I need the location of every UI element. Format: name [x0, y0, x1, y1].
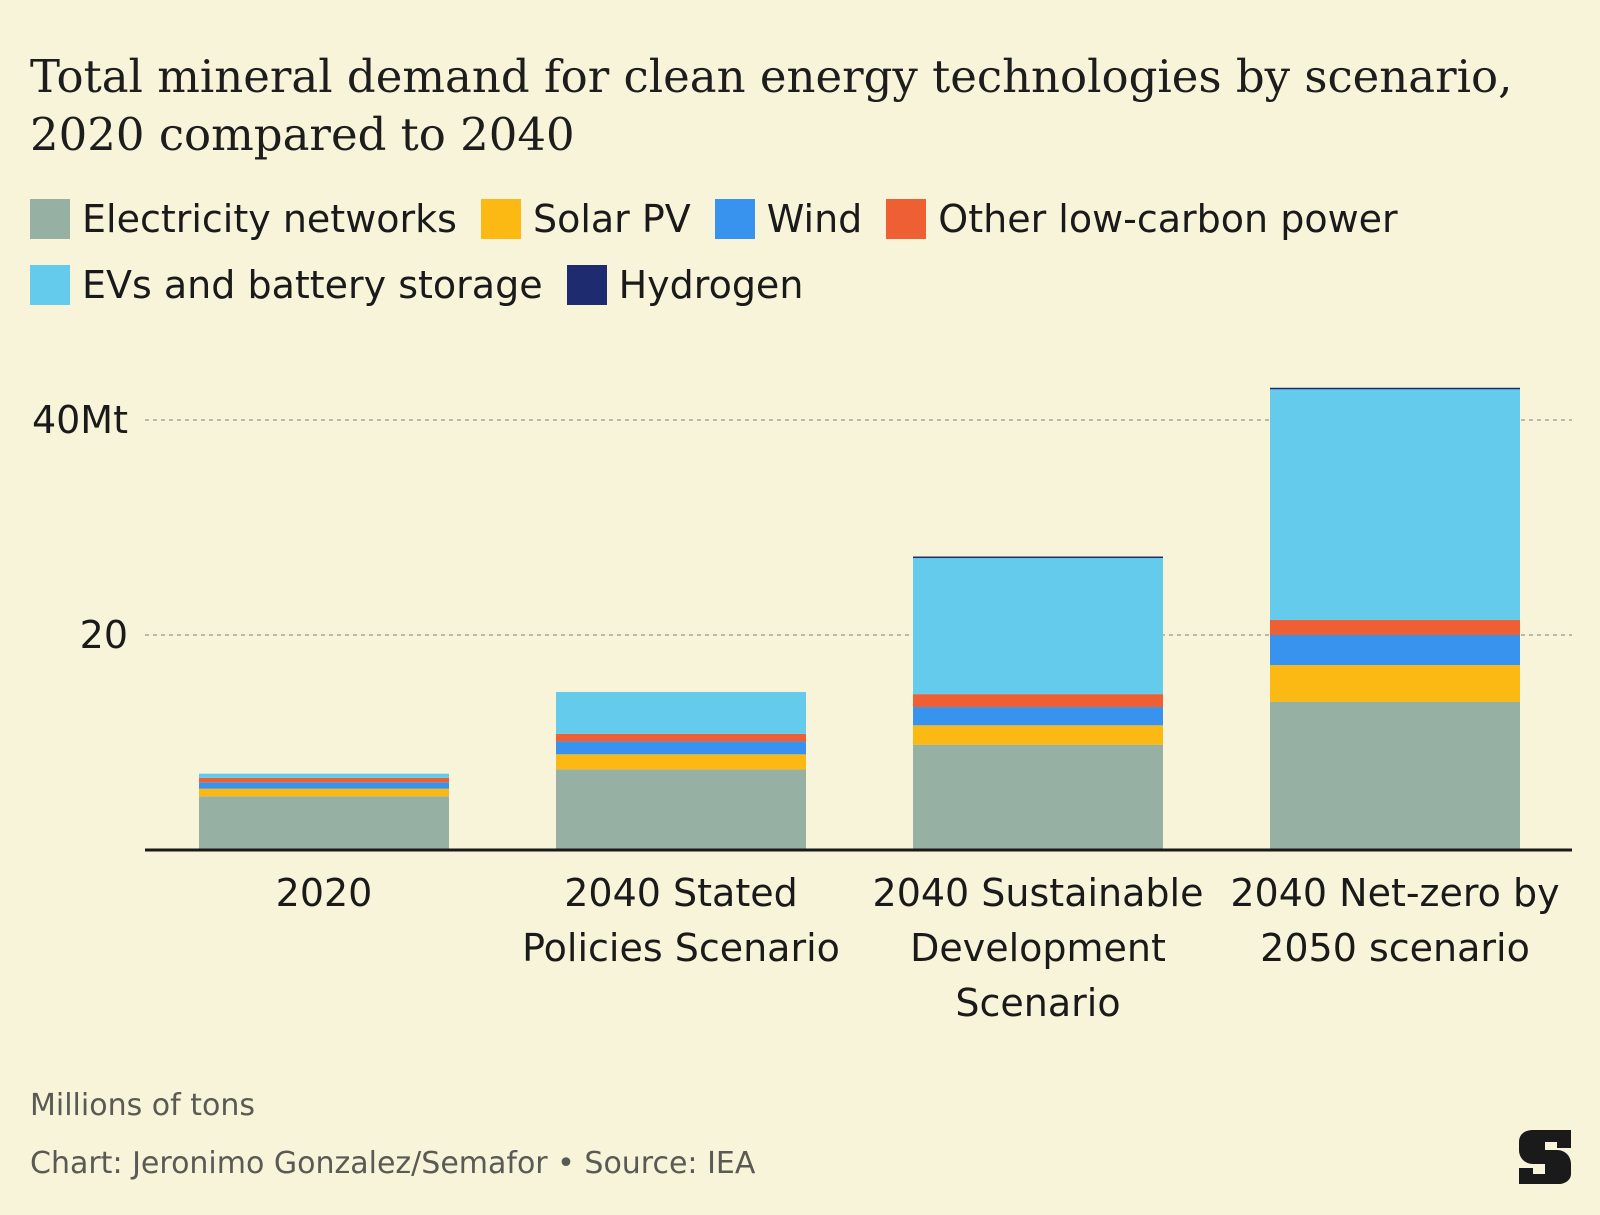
source-credit: Chart: Jeronimo Gonzalez/Semafor • Sourc… [30, 1146, 756, 1181]
semafor-logo-icon [1519, 1130, 1571, 1184]
legend: Electricity networks Solar PV Wind Other… [30, 199, 1550, 305]
bar-segment [913, 707, 1163, 726]
bar-segment [556, 741, 806, 755]
legend-swatch [480, 199, 521, 239]
bar-segment [199, 788, 449, 797]
bar-segment [1270, 665, 1520, 702]
bar-segment [1270, 701, 1520, 850]
bar-segment [913, 744, 1163, 850]
legend-item-electricity-networks: Electricity networks [30, 199, 457, 239]
x-tick-label: 2040 Stated [564, 871, 798, 915]
bar-segment [913, 556, 1163, 559]
legend-label: Hydrogen [618, 263, 804, 307]
bar-segment [199, 777, 449, 783]
bar-segment [913, 694, 1163, 708]
bar-segment [199, 796, 449, 850]
y-tick-label: 20 [80, 613, 128, 657]
legend-item-wind: Wind [714, 197, 863, 241]
bar-segment [556, 769, 806, 850]
bar-segment [1270, 635, 1520, 666]
x-tick-label: Policies Scenario [522, 926, 840, 970]
x-tick-label: 2020 [276, 871, 373, 915]
bar-segment [1270, 388, 1520, 620]
bar-segment [556, 733, 806, 742]
x-tick-label: Development [910, 926, 1166, 970]
legend-label: Other low-carbon power [938, 197, 1398, 241]
bar-segment [199, 782, 449, 789]
x-tick-label: 2050 scenario [1260, 926, 1530, 970]
chart-title: Total mineral demand for clean energy te… [30, 50, 1513, 161]
legend-label: EVs and battery storage [82, 263, 543, 307]
bar-segment [913, 557, 1163, 695]
y-tick-label: 40Mt [32, 398, 128, 442]
legend-label: Solar PV [532, 197, 691, 241]
legend-swatch [714, 199, 755, 239]
legend-label: Electricity networks [82, 197, 457, 241]
legend-swatch [30, 265, 70, 305]
bar-segment [1270, 387, 1520, 390]
legend-swatch [30, 199, 70, 239]
bar-segment [1270, 619, 1520, 635]
x-tick-label: 2040 Net-zero by [1230, 871, 1559, 915]
bar-segment [556, 691, 806, 734]
units-note: Millions of tons [30, 1088, 255, 1123]
legend-label: Wind [766, 197, 863, 241]
bar-segment [913, 725, 1163, 745]
bar-segment [199, 773, 449, 778]
legend-item-other-low-carbon-power: Other low-carbon power [886, 197, 1398, 241]
legend-swatch [886, 199, 927, 239]
x-tick-label: Scenario [955, 981, 1120, 1025]
legend-item-solar-pv: Solar PV [480, 197, 691, 241]
legend-item-hydrogen: Hydrogen [566, 263, 804, 307]
legend-item-evs-and-battery-storage: EVs and battery storage [30, 265, 543, 305]
bar-segment [556, 754, 806, 770]
legend-swatch [566, 265, 607, 305]
x-tick-label: 2040 Sustainable [873, 871, 1204, 915]
